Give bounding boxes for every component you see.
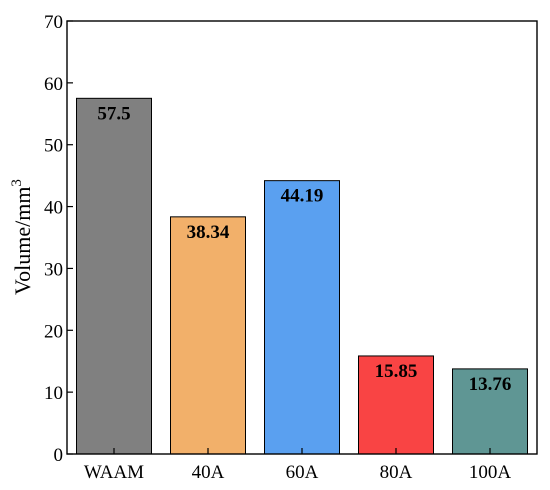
y-tick-label: 50 <box>44 136 63 157</box>
data-label: 44.19 <box>281 186 324 207</box>
y-tick-label: 60 <box>44 74 63 95</box>
y-tick-label: 40 <box>44 198 63 219</box>
bar-60a <box>264 180 340 455</box>
bar-100a <box>452 368 528 455</box>
data-label: 38.34 <box>187 222 230 243</box>
x-tick-label: WAAM <box>84 462 144 483</box>
y-axis-label-superscript: 3 <box>9 179 25 187</box>
y-tick-label: 70 <box>44 12 63 33</box>
y-tick-label: 30 <box>44 259 63 280</box>
y-axis-label: Volume/mm3 <box>9 179 35 295</box>
x-tick-label: 60A <box>286 462 319 483</box>
x-tick-label: 100A <box>469 462 512 483</box>
bar-waam <box>76 97 152 455</box>
data-label: 13.76 <box>469 374 512 395</box>
y-tick-label: 10 <box>44 383 63 404</box>
y-tick-label: 0 <box>54 445 64 466</box>
x-tick-label: 40A <box>192 462 225 483</box>
bar-40a <box>170 216 246 455</box>
x-axis-ticks: WAAM 40A 60A 80A 100A <box>84 448 511 483</box>
bar-80a <box>358 355 434 455</box>
bars: 57.5 38.34 44.19 15.85 13.76 <box>76 97 528 455</box>
y-tick-label: 20 <box>44 321 63 342</box>
plot-frame <box>66 20 538 455</box>
x-tick-label: 80A <box>380 462 413 483</box>
data-label: 15.85 <box>375 361 418 382</box>
y-axis-ticks: 0 10 20 30 40 50 60 70 <box>44 12 73 466</box>
y-axis-label-text: Volume/mm <box>10 187 35 295</box>
data-label: 57.5 <box>97 103 130 124</box>
